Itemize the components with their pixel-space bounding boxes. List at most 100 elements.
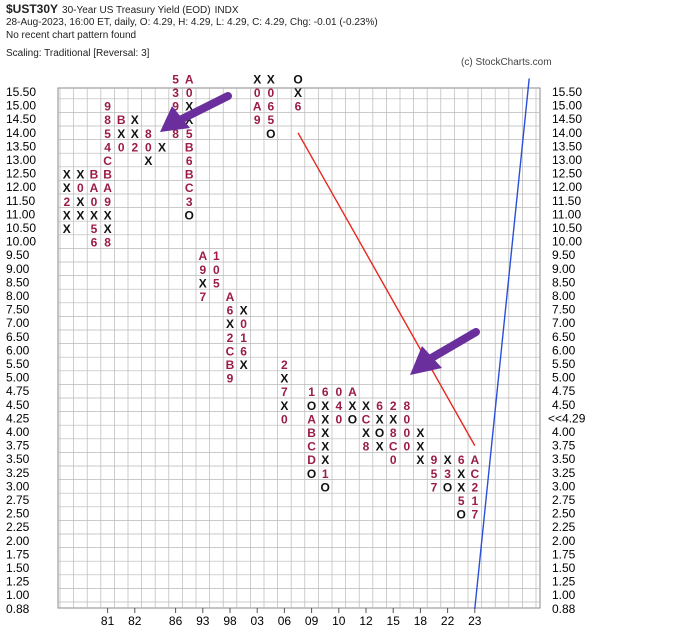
y-tick-label-right: 1.00 xyxy=(552,588,576,602)
x-mark: X xyxy=(240,358,248,372)
month-mark: 7 xyxy=(471,508,478,522)
month-mark: 2 xyxy=(227,331,234,345)
y-tick-label-left: 9.50 xyxy=(6,248,30,262)
y-tick-label-right: 10.50 xyxy=(552,221,582,235)
x-mark: X xyxy=(90,208,98,222)
month-mark: 6 xyxy=(322,385,329,399)
x-mark: X xyxy=(131,127,139,141)
month-mark: B xyxy=(117,113,126,127)
month-mark: C xyxy=(226,344,235,358)
x-tick-label: 93 xyxy=(196,614,210,628)
x-mark: X xyxy=(117,127,125,141)
month-mark: 0 xyxy=(213,263,220,277)
month-mark: A xyxy=(198,249,207,263)
x-tick-label: 98 xyxy=(223,614,237,628)
month-mark: A xyxy=(185,72,194,86)
y-tick-label-right: 3.75 xyxy=(552,439,576,453)
month-mark: B xyxy=(307,426,316,440)
x-mark: X xyxy=(416,440,424,454)
month-mark: 4 xyxy=(335,399,342,413)
month-mark: 8 xyxy=(104,113,111,127)
copyright-text: (c) StockCharts.com xyxy=(461,57,552,68)
y-tick-label-left: 10.00 xyxy=(6,235,36,249)
x-mark: X xyxy=(362,426,370,440)
y-tick-label-left: 3.00 xyxy=(6,479,30,493)
y-tick-label-left: 6.00 xyxy=(6,343,30,357)
symbol-description: 30-Year US Treasury Yield (EOD) xyxy=(62,5,211,16)
month-mark: 0 xyxy=(403,426,410,440)
x-mark: X xyxy=(76,195,84,209)
y-tick-label-left: 2.00 xyxy=(6,534,30,548)
y-tick-label-right: 8.50 xyxy=(552,275,576,289)
x-tick-label: 23 xyxy=(468,614,482,628)
x-mark: X xyxy=(185,113,193,127)
annotation-arrow-shaft xyxy=(172,92,232,126)
x-mark: X xyxy=(294,86,302,100)
x-mark: X xyxy=(348,399,356,413)
x-mark: X xyxy=(321,399,329,413)
y-tick-label-right: 3.50 xyxy=(552,452,576,466)
x-mark: X xyxy=(321,453,329,467)
month-mark: 5 xyxy=(458,494,465,508)
y-tick-label-right: 2.75 xyxy=(552,493,576,507)
x-tick-label: 12 xyxy=(359,614,373,628)
x-mark: X xyxy=(131,113,139,127)
month-mark: 6 xyxy=(227,304,234,318)
month-mark: 1 xyxy=(322,467,329,481)
month-mark: 1 xyxy=(308,385,315,399)
month-mark: 3 xyxy=(186,195,193,209)
y-tick-label-right: 12.00 xyxy=(552,180,582,194)
y-tick-label-left: 1.50 xyxy=(6,561,30,575)
y-tick-label-left: 2.25 xyxy=(6,520,30,534)
y-tick-label-right: 4.00 xyxy=(552,425,576,439)
x-mark: X xyxy=(63,208,71,222)
month-mark: 1 xyxy=(471,494,478,508)
o-mark: O xyxy=(457,508,466,522)
month-mark: A xyxy=(103,181,112,195)
x-mark: X xyxy=(144,154,152,168)
y-tick-label-left: 0.88 xyxy=(6,602,30,616)
month-mark: 6 xyxy=(376,399,383,413)
y-tick-label-left: 8.50 xyxy=(6,275,30,289)
y-tick-label-left: 1.75 xyxy=(6,547,30,561)
y-tick-label-left: 2.75 xyxy=(6,493,30,507)
y-tick-label-left: 5.50 xyxy=(6,357,30,371)
month-mark: D xyxy=(307,453,316,467)
month-mark: A xyxy=(253,100,262,114)
x-mark: X xyxy=(63,222,71,236)
y-tick-label-left: 8.00 xyxy=(6,289,30,303)
x-mark: X xyxy=(321,426,329,440)
y-tick-label-left: 12.00 xyxy=(6,180,36,194)
x-mark: X xyxy=(376,412,384,426)
y-tick-label-right: 1.25 xyxy=(552,575,576,589)
pattern-status: No recent chart pattern found xyxy=(6,30,137,41)
month-mark: 6 xyxy=(240,344,247,358)
month-mark: 6 xyxy=(267,100,274,114)
x-mark: X xyxy=(267,72,275,86)
y-tick-label-left: 11.00 xyxy=(6,207,35,221)
y-tick-label-right: 11.50 xyxy=(552,194,581,208)
month-mark: 2 xyxy=(281,358,288,372)
month-mark: 8 xyxy=(363,440,370,454)
month-mark: 0 xyxy=(403,412,410,426)
month-mark: B xyxy=(103,168,112,182)
y-tick-label-right: 7.50 xyxy=(552,303,576,317)
month-mark: 6 xyxy=(91,236,98,250)
y-tick-label-right: 1.75 xyxy=(552,547,576,561)
month-mark: 1 xyxy=(213,249,220,263)
annotation-arrow-shaft xyxy=(424,328,480,364)
month-mark: 8 xyxy=(403,399,410,413)
y-tick-label-right: 12.50 xyxy=(552,167,582,181)
y-tick-label-right: 6.50 xyxy=(552,330,576,344)
y-tick-label-right: 4.75 xyxy=(552,384,576,398)
o-mark: O xyxy=(293,72,302,86)
quote-line: 28-Aug-2023, 16:00 ET, daily, O: 4.29, H… xyxy=(6,17,378,28)
x-tick-label: 86 xyxy=(169,614,183,628)
month-mark: 9 xyxy=(172,100,179,114)
scaling-info: Scaling: Traditional [Reversal: 3] xyxy=(6,48,150,59)
month-mark: 2 xyxy=(471,480,478,494)
symbol-text: $UST30Y xyxy=(6,2,59,16)
month-mark: C xyxy=(389,440,398,454)
month-mark: C xyxy=(103,154,112,168)
